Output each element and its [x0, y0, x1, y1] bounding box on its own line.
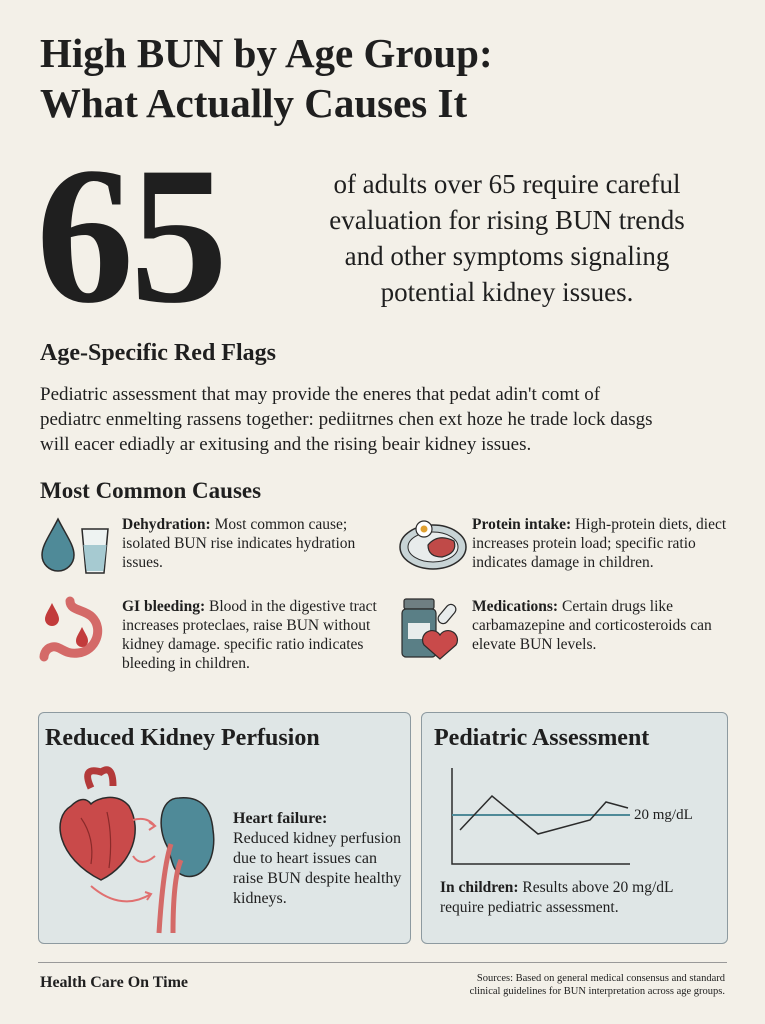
paragraph-line: will eacer ediadly ar exitusing and the …	[40, 434, 532, 455]
title: High BUN by Age Group: What Actually Cau…	[40, 28, 493, 128]
paragraph-line: pediatrc enmelting rassens together: ped…	[40, 409, 653, 430]
icon-protein	[399, 520, 467, 570]
panel: Reduced Kidney Perfusion Heart failure: …	[38, 712, 411, 944]
icon-dehydration	[41, 517, 109, 574]
title-line: What Actually Causes It	[40, 80, 468, 126]
paragraph: Pediatric assessment that may provide th…	[40, 382, 653, 457]
trend-illustration	[451, 768, 630, 865]
reference-label: 20 mg/dL	[634, 807, 693, 823]
title-line: High BUN by Age Group:	[40, 30, 493, 76]
section-heading: Age-Specific Red Flags	[40, 340, 276, 366]
cause: GI bleeding: Blood in the digestive trac…	[122, 597, 377, 673]
panel-body: Results above 20 mg/dL require pediatric…	[440, 879, 673, 916]
sources-line: Sources: Based on general medical consen…	[476, 973, 725, 984]
brand: Health Care On Time	[40, 974, 188, 991]
icon-gi-bleeding	[39, 596, 103, 662]
stat-line: evaluation for rising BUN trends	[329, 205, 685, 235]
stat-line: and other symptoms signaling	[344, 241, 670, 271]
panel-text: In children: Results above 20 mg/dL requ…	[440, 878, 710, 918]
cause-label: Medications:	[472, 598, 559, 615]
sources-line: clinical guidelines for BUN interpretati…	[469, 986, 725, 997]
panel: Pediatric Assessment 20 mg/dL In childre…	[421, 712, 728, 944]
stat-text: of adults over 65 require careful evalua…	[282, 166, 732, 310]
panel-label: Heart failure:	[233, 810, 328, 827]
panel-label: In children:	[440, 879, 519, 896]
cause: Dehydration: Most common cause; isolated…	[122, 515, 387, 572]
cause-label: Protein intake:	[472, 516, 572, 533]
cause-label: Dehydration:	[122, 516, 211, 533]
cause-text: Certain drugs like carbamazepine and cor…	[472, 598, 712, 653]
paragraph-line: Pediatric assessment that may provide th…	[40, 384, 601, 405]
icon-medications	[401, 598, 459, 660]
cause-text: Most common cause; isolated BUN rise ind…	[122, 516, 356, 571]
cause-label: GI bleeding:	[122, 598, 206, 615]
sources: Sources: Based on general medical consen…	[470, 972, 725, 998]
cause-text: High-protein diets, diect increases prot…	[472, 516, 727, 571]
panel-text: Heart failure: Reduced kidney perfusion …	[233, 809, 403, 909]
panel-body: Reduced kidney perfusion due to heart is…	[233, 830, 402, 907]
cause-text: Blood in the digestive tract increases p…	[122, 598, 377, 672]
divider	[38, 962, 727, 963]
stat-line: of adults over 65 require careful	[333, 169, 681, 199]
stat-line: potential kidney issues.	[380, 277, 634, 307]
panel-title: Pediatric Assessment	[434, 725, 650, 751]
cause: Medications: Certain drugs like carbamaz…	[472, 597, 734, 654]
stat-number: 65	[36, 127, 228, 344]
cause: Protein intake: High-protein diets, diec…	[472, 515, 734, 572]
panel-title: Reduced Kidney Perfusion	[45, 725, 320, 751]
heart-kidney-illustration	[59, 766, 215, 934]
section-heading: Most Common Causes	[40, 478, 262, 503]
